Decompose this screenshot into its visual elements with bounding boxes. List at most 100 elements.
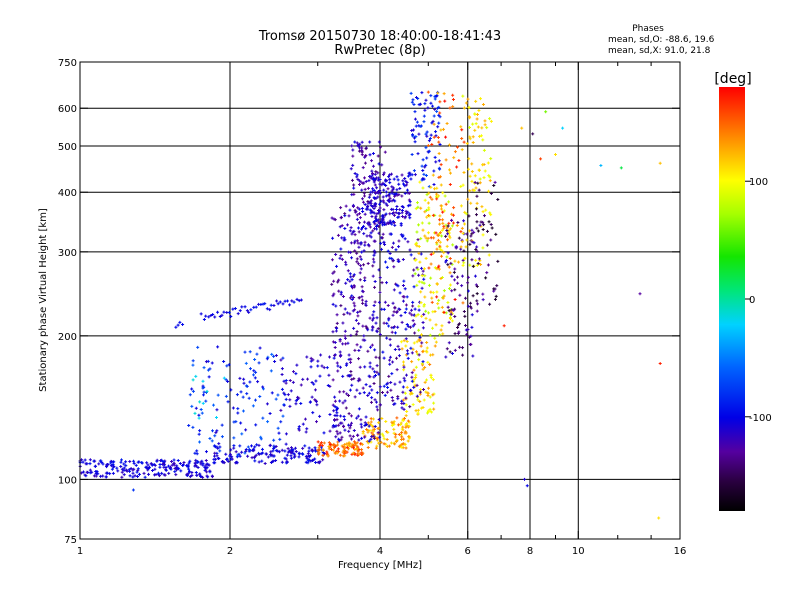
data-point — [427, 191, 431, 195]
data-point — [194, 406, 198, 410]
data-point — [413, 272, 417, 276]
data-point — [456, 220, 460, 224]
data-point — [424, 309, 428, 313]
data-point — [410, 152, 414, 156]
data-point — [318, 374, 322, 378]
data-point — [258, 346, 262, 350]
data-point — [318, 460, 322, 464]
data-point — [272, 354, 276, 358]
data-point — [361, 290, 365, 294]
data-point — [406, 240, 410, 244]
data-point — [421, 169, 425, 173]
data-point — [471, 294, 475, 298]
data-point — [357, 245, 361, 249]
data-point — [447, 143, 451, 147]
data-point — [489, 157, 493, 161]
data-point — [255, 443, 259, 447]
data-point — [374, 321, 378, 325]
data-point — [357, 149, 361, 153]
data-point — [447, 234, 451, 238]
data-point — [448, 283, 452, 287]
data-point — [394, 432, 398, 436]
data-point — [274, 459, 278, 463]
data-point — [459, 230, 463, 234]
data-point — [393, 331, 397, 335]
data-point — [475, 226, 479, 230]
data-point — [388, 181, 392, 185]
data-point — [285, 453, 289, 457]
data-point — [433, 107, 437, 111]
data-point — [405, 385, 409, 389]
data-point — [351, 148, 355, 152]
data-point — [422, 277, 426, 281]
data-point — [301, 446, 305, 450]
data-point — [363, 365, 367, 369]
data-point — [357, 183, 361, 187]
data-point — [351, 309, 355, 313]
data-point — [422, 303, 426, 307]
data-point — [224, 378, 228, 382]
data-point — [368, 225, 372, 229]
data-point — [475, 309, 479, 313]
data-point — [327, 355, 331, 359]
data-point — [349, 226, 353, 230]
data-point — [476, 262, 480, 266]
data-point — [278, 437, 282, 441]
data-point — [381, 350, 385, 354]
data-point — [474, 186, 478, 190]
data-point — [384, 190, 388, 194]
data-point — [415, 383, 419, 387]
data-point — [466, 327, 470, 331]
data-point — [436, 233, 440, 237]
data-point — [214, 415, 218, 419]
y-tick-label: 75 — [64, 535, 77, 546]
data-point — [266, 420, 270, 424]
data-point — [469, 301, 473, 305]
data-point — [448, 182, 452, 186]
data-point — [478, 223, 482, 227]
data-point — [208, 437, 212, 441]
data-point — [283, 456, 287, 460]
data-point — [375, 212, 379, 216]
data-point — [366, 243, 370, 247]
data-point — [412, 385, 416, 389]
data-point — [187, 467, 191, 471]
data-point — [369, 437, 373, 441]
data-point — [404, 403, 408, 407]
data-point — [132, 459, 136, 463]
data-point — [312, 382, 316, 386]
data-point — [392, 265, 396, 269]
data-point — [218, 445, 222, 449]
data-point — [357, 452, 361, 456]
data-point — [322, 441, 326, 445]
data-point — [466, 289, 470, 293]
data-point — [474, 247, 478, 251]
data-point — [374, 202, 378, 206]
data-point — [279, 420, 283, 424]
data-point — [349, 284, 353, 288]
data-point — [436, 106, 440, 110]
data-point — [416, 411, 420, 415]
data-point — [359, 422, 363, 426]
data-point — [261, 385, 265, 389]
data-point — [417, 245, 421, 249]
data-point — [485, 126, 489, 130]
data-point — [420, 221, 424, 225]
data-point — [276, 426, 280, 430]
data-point — [419, 206, 423, 210]
data-point — [382, 215, 386, 219]
data-point — [363, 212, 367, 216]
data-point — [413, 258, 417, 262]
data-point — [181, 463, 185, 467]
data-point — [479, 134, 483, 138]
data-point — [416, 205, 420, 209]
data-point — [120, 470, 124, 474]
data-point — [196, 460, 200, 464]
data-point — [400, 205, 404, 209]
data-point — [340, 257, 344, 261]
data-point — [292, 300, 296, 304]
data-point — [367, 223, 371, 227]
data-point — [414, 365, 418, 369]
data-point — [348, 296, 352, 300]
data-point — [228, 452, 232, 456]
